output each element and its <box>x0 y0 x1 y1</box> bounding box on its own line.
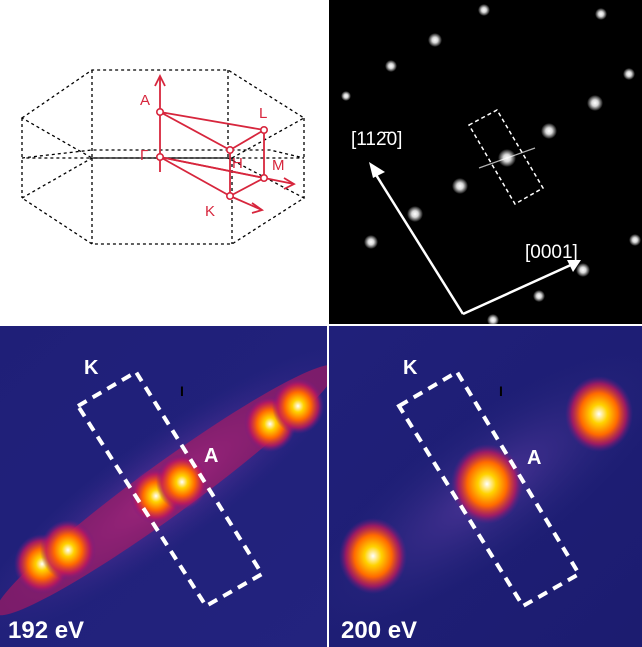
arpes-map-200ev: K A I 200 eV <box>329 326 642 647</box>
energy-label: 192 eV <box>8 617 84 644</box>
arrow-head-1120 <box>369 162 385 178</box>
high-symmetry-path <box>154 73 296 214</box>
point-label-gamma: Γ <box>140 147 148 164</box>
selection-box <box>75 369 265 609</box>
arpes-panel-192ev: K A I 192 eV <box>0 326 327 647</box>
lattice-axes <box>371 169 574 316</box>
point-label-a: A <box>140 92 150 109</box>
point-label-h: H <box>232 155 243 172</box>
diffraction-spots <box>341 4 641 324</box>
intensity-spots <box>14 378 324 594</box>
label-i: I <box>180 383 184 399</box>
diffraction-panel: [112̄0] [0001] <box>329 0 642 324</box>
arpes-map-192ev: K A I 192 eV <box>0 326 327 647</box>
selection-box <box>467 108 545 206</box>
label-k: K <box>84 357 99 379</box>
energy-label: 200 eV <box>341 617 417 644</box>
intensity-spots <box>339 376 633 594</box>
direction-label-0001: [0001] <box>525 242 578 263</box>
label-k: K <box>403 357 418 379</box>
symmetry-points <box>156 108 268 201</box>
label-a: A <box>527 447 541 469</box>
label-i: I <box>499 383 503 399</box>
diffraction-pattern: [112̄0] [0001] <box>341 4 641 324</box>
arrow-head-0001 <box>567 260 581 272</box>
selection-box <box>396 369 582 609</box>
label-a: A <box>204 445 218 467</box>
direction-label-1120: [112̄0] <box>351 129 402 150</box>
arpes-panel-200ev: K A I 200 eV <box>329 326 642 647</box>
point-label-m: M <box>272 157 285 174</box>
brillouin-zone-diagram: A L Γ H M K <box>20 69 306 245</box>
point-label-l: L <box>259 105 267 122</box>
brillouin-zone-panel: A L Γ H M K <box>0 0 328 324</box>
point-label-k: K <box>205 203 215 220</box>
